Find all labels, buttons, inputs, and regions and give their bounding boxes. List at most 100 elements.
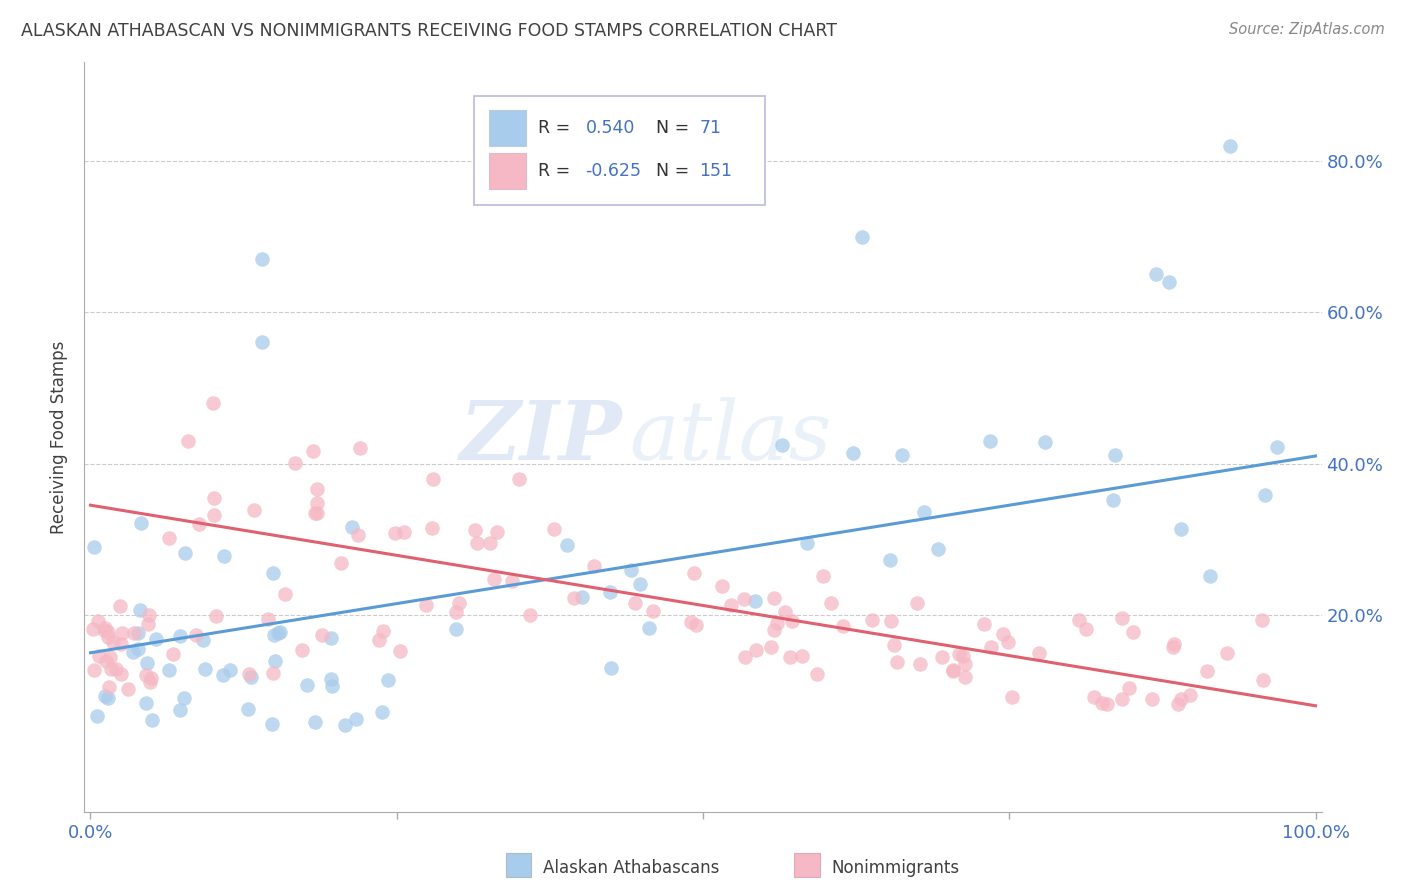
Text: N =: N = [657, 119, 695, 136]
Point [305, 482, 328, 496]
Point [236, 702, 259, 716]
Point [582, 559, 605, 574]
Point [262, 666, 284, 681]
Point [122, 645, 145, 659]
Point [479, 536, 502, 550]
Point [284, 456, 307, 470]
Point [620, 563, 643, 577]
Point [1215, 647, 1237, 661]
Point [370, 705, 392, 719]
Point [349, 442, 371, 456]
Point [169, 703, 191, 717]
Point [832, 618, 855, 632]
Point [806, 666, 828, 681]
Point [98, 650, 121, 665]
Y-axis label: Receiving Food Stamps: Receiving Food Stamps [51, 341, 69, 533]
Point [377, 673, 399, 687]
Point [367, 633, 389, 648]
Text: Source: ZipAtlas.com: Source: ZipAtlas.com [1229, 22, 1385, 37]
Point [444, 622, 467, 636]
Point [319, 631, 342, 645]
Point [1102, 492, 1125, 507]
Point [1091, 697, 1114, 711]
Point [139, 671, 162, 685]
Point [157, 663, 180, 677]
Point [94, 621, 117, 635]
Point [733, 592, 755, 607]
Point [927, 541, 949, 556]
Point [1157, 275, 1180, 289]
Point [773, 605, 796, 619]
Point [482, 573, 505, 587]
Point [305, 496, 328, 510]
Point [883, 638, 905, 652]
Point [202, 508, 225, 523]
Point [993, 627, 1015, 641]
Point [110, 666, 132, 681]
Point [145, 632, 167, 646]
Point [599, 584, 621, 599]
Point [162, 648, 184, 662]
Text: R =: R = [538, 162, 576, 180]
Point [177, 434, 200, 448]
Point [953, 657, 976, 672]
Point [373, 624, 395, 638]
Point [260, 717, 283, 731]
Point [790, 649, 813, 664]
Point [96, 625, 118, 640]
Point [879, 553, 901, 567]
Point [157, 532, 180, 546]
Point [342, 520, 364, 534]
Point [1111, 692, 1133, 706]
Point [117, 682, 139, 697]
Point [122, 626, 145, 640]
Point [562, 591, 585, 605]
Point [1265, 440, 1288, 454]
Point [174, 545, 197, 559]
Point [94, 655, 117, 669]
Point [637, 621, 659, 635]
Point [186, 628, 208, 642]
Point [779, 650, 801, 665]
Point [242, 502, 264, 516]
Point [97, 630, 120, 644]
Point [1097, 697, 1119, 711]
Point [169, 629, 191, 643]
Point [202, 491, 225, 505]
Point [422, 472, 444, 486]
Point [238, 667, 260, 681]
Point [685, 617, 707, 632]
Point [465, 536, 488, 550]
Point [782, 614, 804, 628]
Point [880, 615, 903, 629]
Point [307, 506, 329, 520]
Point [135, 667, 157, 681]
Text: Nonimmigrants: Nonimmigrants [831, 859, 959, 877]
Point [420, 521, 443, 535]
Point [1118, 681, 1140, 695]
Point [1144, 268, 1167, 282]
Point [263, 654, 285, 668]
Point [138, 607, 160, 622]
Point [811, 569, 834, 583]
Point [97, 680, 120, 694]
Point [942, 663, 965, 677]
Point [87, 615, 110, 629]
Point [1028, 646, 1050, 660]
Point [1253, 488, 1275, 502]
Point [770, 438, 793, 452]
Point [1111, 611, 1133, 625]
Point [744, 643, 766, 657]
Point [766, 615, 789, 630]
Point [1170, 522, 1192, 536]
Point [135, 696, 157, 710]
Point [250, 335, 273, 350]
Point [89, 648, 111, 663]
Point [543, 522, 565, 536]
Point [110, 599, 132, 613]
Point [1167, 697, 1189, 711]
Point [1251, 673, 1274, 688]
Point [219, 663, 242, 677]
Point [1104, 449, 1126, 463]
Point [139, 675, 162, 690]
